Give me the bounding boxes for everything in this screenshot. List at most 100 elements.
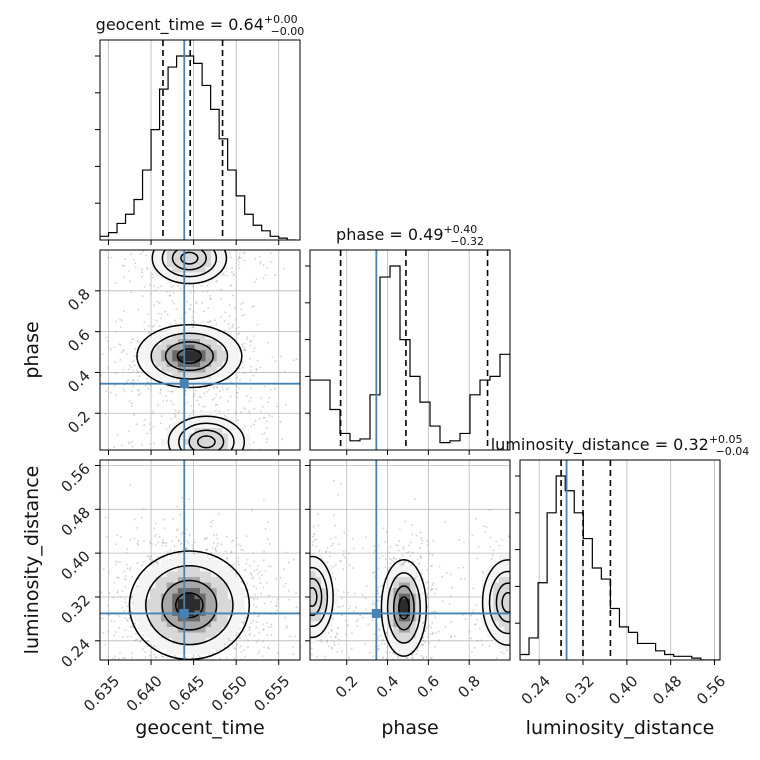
density-cell — [194, 604, 201, 611]
density-cell — [188, 621, 195, 627]
sample-point — [430, 656, 433, 659]
sample-point — [415, 672, 417, 674]
density-cell — [155, 272, 162, 279]
density-cell — [188, 571, 195, 577]
sample-point — [515, 649, 517, 651]
sample-point — [194, 665, 196, 667]
sample-point — [177, 539, 180, 542]
sample-point — [224, 673, 226, 675]
sample-point — [159, 236, 161, 238]
density-cell — [188, 344, 195, 351]
density-cell — [133, 615, 140, 622]
density-cell — [155, 350, 162, 356]
sample-point — [124, 467, 126, 469]
density-cell — [188, 416, 195, 423]
sample-point — [475, 667, 477, 669]
sample-point — [312, 663, 314, 665]
density-cell — [161, 272, 167, 279]
sample-point — [226, 379, 229, 381]
density-cell — [172, 643, 179, 650]
sample-point — [267, 341, 270, 344]
density-panel-geocent_time-phase — [100, 222, 300, 469]
sample-point — [525, 580, 527, 582]
sample-point — [158, 302, 161, 305]
sample-point — [232, 563, 235, 566]
density-cell — [200, 355, 206, 362]
sample-point — [226, 557, 228, 560]
sample-point — [311, 544, 314, 546]
sample-point — [303, 602, 305, 604]
density-cell — [205, 615, 212, 622]
sample-point — [168, 390, 171, 393]
density-cell — [177, 338, 184, 345]
sample-point — [296, 663, 298, 665]
histogram-bar — [656, 651, 665, 660]
sample-point — [127, 441, 130, 444]
sample-point — [242, 301, 245, 304]
sample-point — [210, 525, 213, 528]
sample-point — [217, 248, 219, 250]
sample-point — [489, 536, 492, 539]
sample-point — [201, 405, 204, 408]
sample-point — [214, 222, 216, 224]
sample-point — [385, 631, 388, 634]
sample-point — [257, 639, 260, 642]
sample-point — [175, 245, 177, 247]
sample-point — [292, 604, 294, 606]
density-cell — [183, 598, 190, 605]
sample-point — [159, 392, 162, 394]
sample-point — [91, 619, 93, 621]
sample-point — [174, 409, 177, 412]
sample-point — [438, 565, 441, 568]
density-cell — [216, 344, 223, 351]
sample-point — [137, 341, 140, 344]
sample-point — [260, 397, 263, 400]
sample-point — [257, 663, 259, 665]
sample-point — [339, 560, 342, 563]
sample-point — [231, 235, 233, 237]
sample-point — [218, 246, 220, 248]
panel-frame — [519, 459, 721, 661]
sample-point — [124, 657, 127, 660]
sample-point — [149, 385, 152, 388]
sample-point — [141, 671, 143, 673]
density-cell — [155, 576, 162, 583]
density-cell — [133, 587, 140, 594]
density-cell — [200, 593, 206, 600]
sample-point — [212, 387, 215, 390]
sample-point — [241, 223, 243, 225]
density-cell — [233, 582, 240, 589]
sample-point — [249, 340, 251, 343]
density-cell — [211, 416, 217, 423]
sample-point — [244, 408, 247, 411]
sample-point — [270, 634, 273, 636]
density-cell — [188, 333, 195, 340]
density-cell — [172, 272, 179, 279]
contour-line — [180, 251, 199, 265]
sample-point — [334, 635, 337, 638]
sample-point — [421, 572, 423, 575]
histogram-bar — [211, 109, 220, 240]
sample-point — [283, 601, 285, 603]
density-cell — [222, 350, 229, 356]
sample-point — [410, 541, 412, 544]
sample-point — [133, 677, 135, 679]
sample-point — [291, 570, 293, 572]
sample-point — [420, 537, 423, 539]
sample-point — [143, 419, 146, 421]
sample-point — [426, 544, 429, 547]
sample-point — [146, 555, 149, 558]
sample-point — [172, 285, 175, 287]
sample-point — [127, 368, 130, 371]
density-cell — [211, 327, 217, 334]
sample-point — [412, 661, 414, 663]
sample-point — [341, 650, 343, 653]
sample-point — [287, 608, 289, 610]
density-cell — [194, 571, 201, 577]
sample-point — [205, 456, 207, 458]
sample-point — [544, 630, 546, 632]
panel-frame — [309, 249, 511, 451]
sample-point — [274, 274, 277, 276]
sample-point — [188, 243, 190, 245]
sample-point — [217, 512, 220, 515]
